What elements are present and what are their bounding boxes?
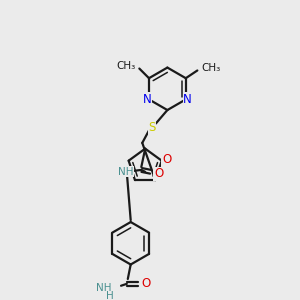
Text: CH₃: CH₃ [201,63,220,73]
Text: CH₃: CH₃ [116,61,136,70]
Text: NH: NH [118,167,134,177]
Text: O: O [142,277,151,290]
Text: S: S [148,121,156,134]
Text: O: O [162,153,171,166]
Text: N: N [143,93,152,106]
Text: NH: NH [96,283,111,293]
Text: O: O [154,167,163,180]
Text: N: N [183,93,192,106]
Text: H: H [106,291,113,300]
